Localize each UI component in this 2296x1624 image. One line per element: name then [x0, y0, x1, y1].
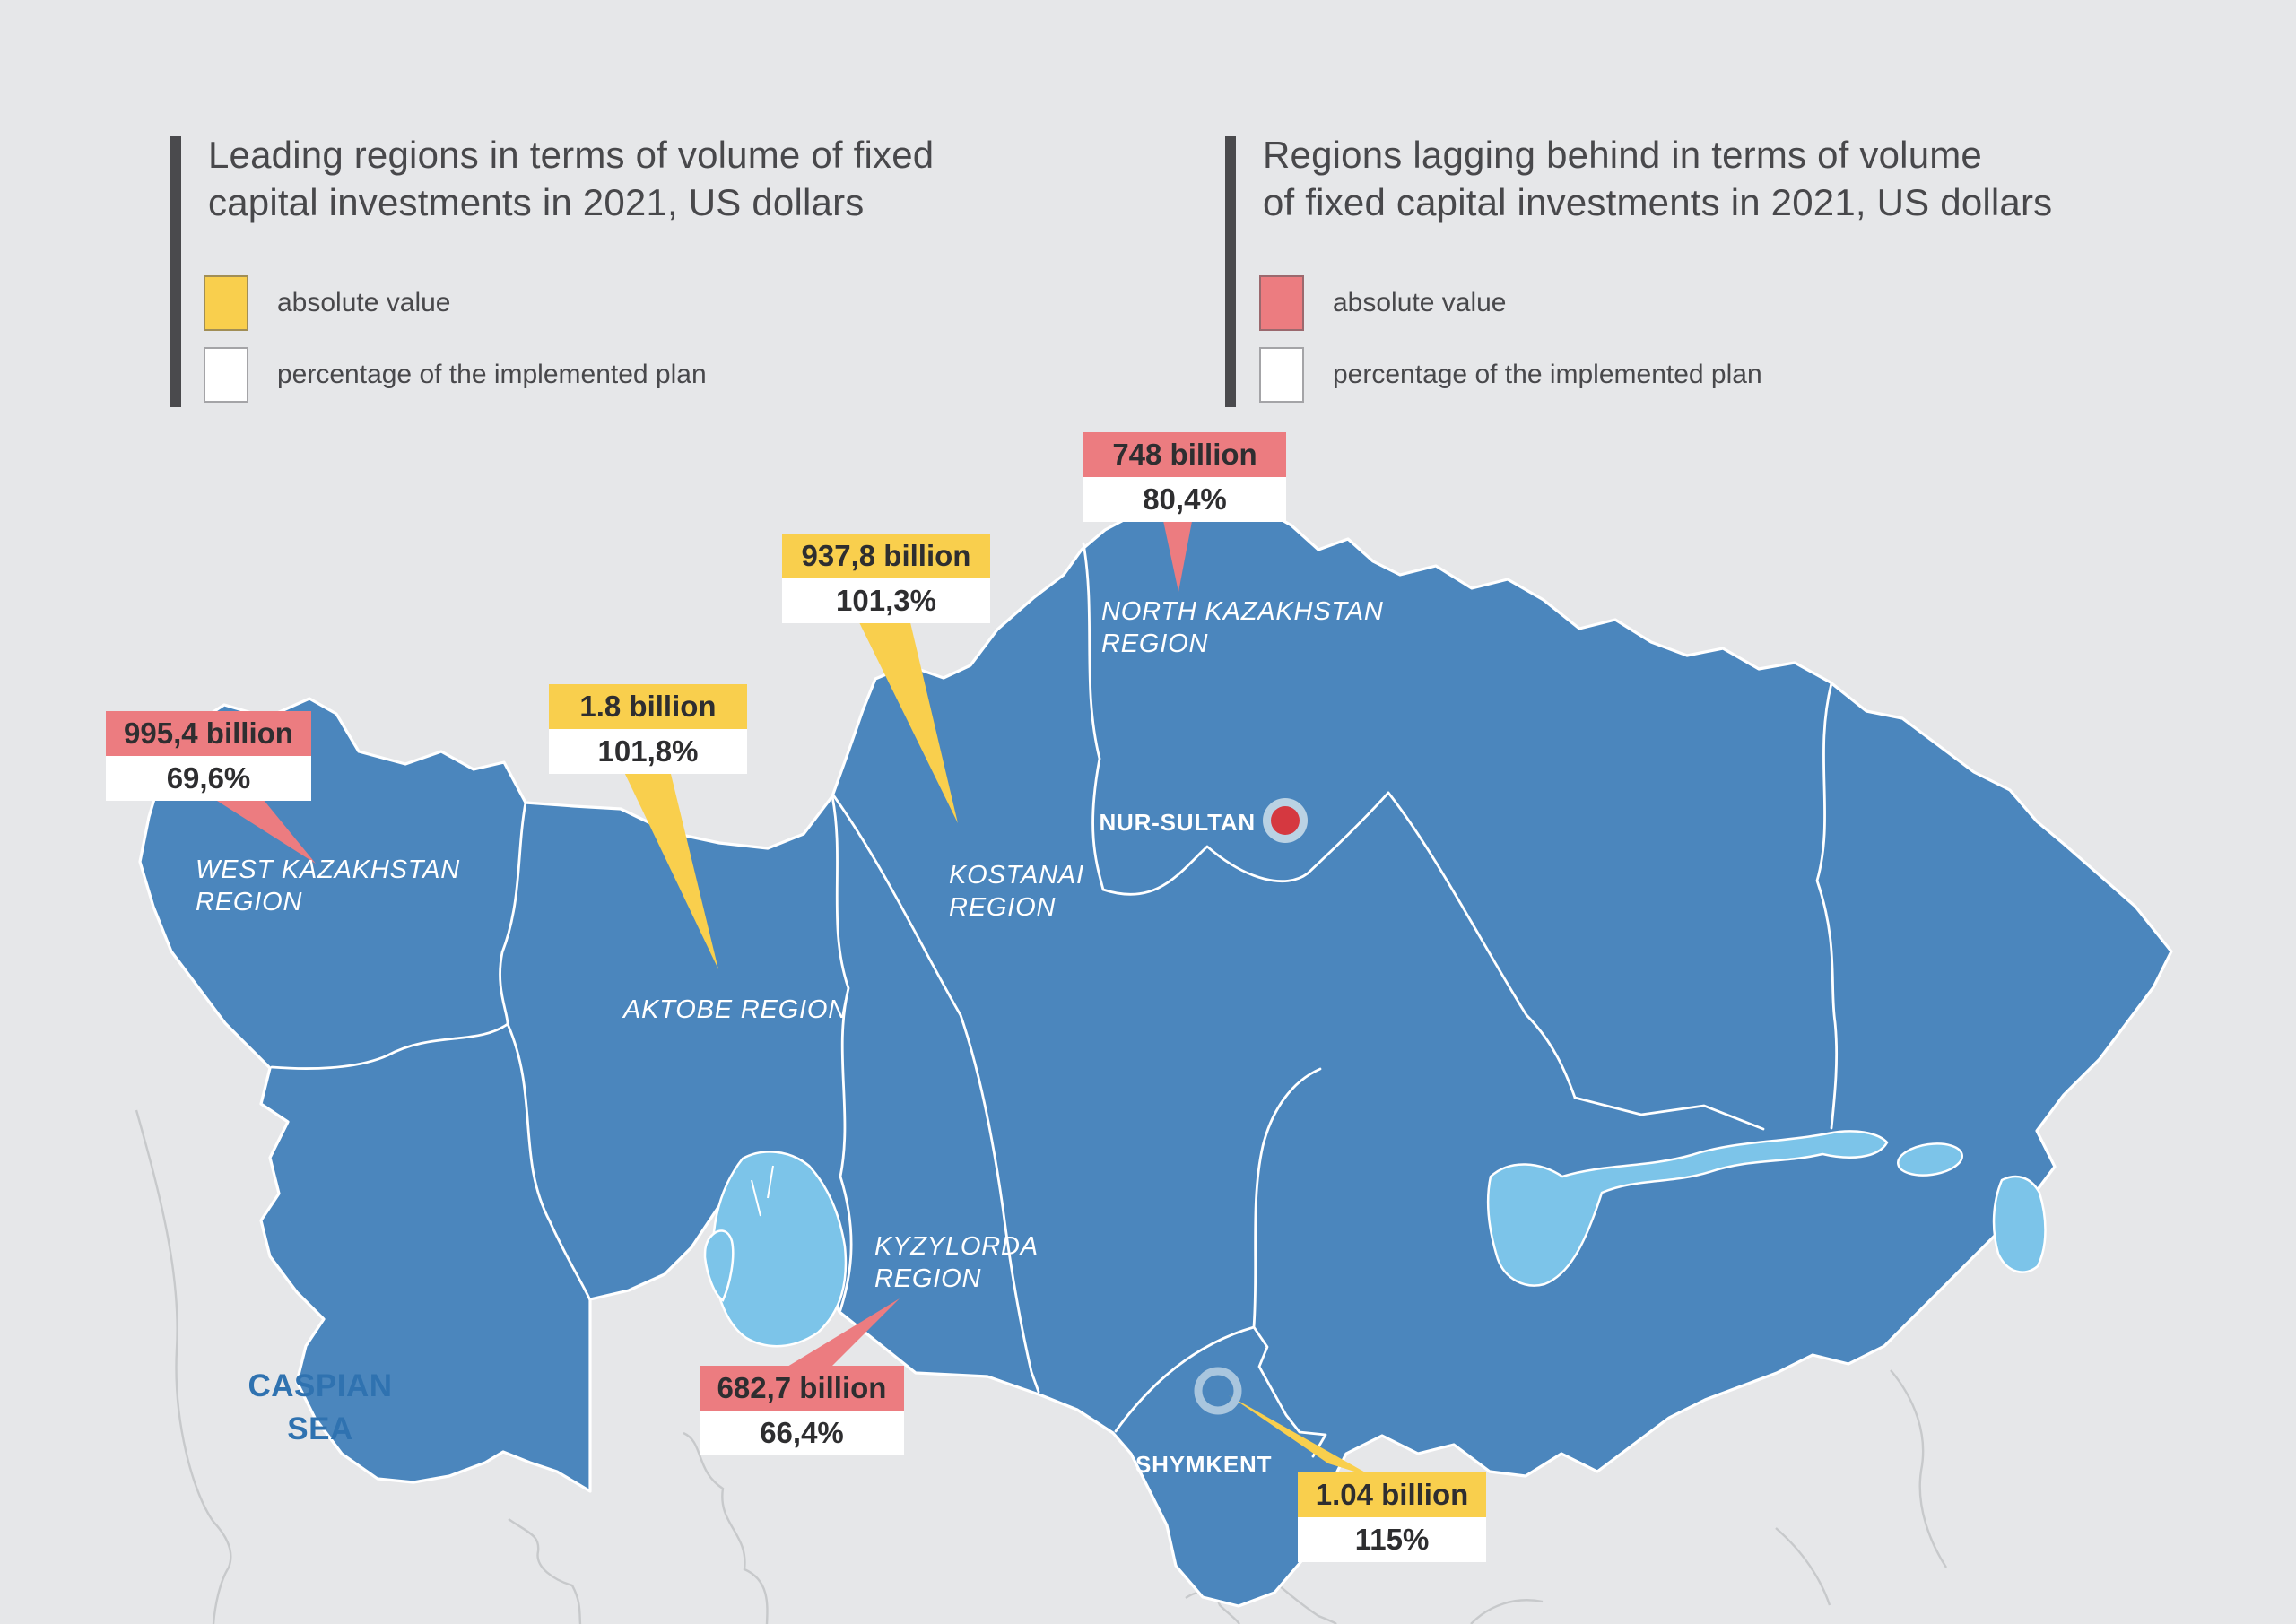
kazakhstan-territory — [138, 497, 2173, 1608]
label-kostanai-region: KOSTANAI REGION — [949, 859, 1084, 924]
pointer-aktobe — [623, 770, 718, 969]
red-swatch — [1259, 275, 1304, 331]
right-legend-absolute: absolute value — [1259, 274, 1506, 332]
callout-value: 1.8 billion — [549, 684, 747, 729]
pointer-kostanai — [857, 619, 958, 823]
region-border-lines — [270, 542, 1839, 1458]
left-legend-absolute: absolute value — [204, 274, 450, 332]
pointer-shymkent — [1229, 1395, 1375, 1478]
label-line: REGION — [874, 1264, 982, 1293]
label-line: NORTH KAZAKHSTAN — [1101, 597, 1384, 626]
callout-value: 1.04 billion — [1298, 1472, 1486, 1517]
legend-label: absolute value — [277, 288, 451, 317]
label-west-kazakhstan-region: WEST KAZAKHSTAN REGION — [196, 854, 460, 918]
callout-aktobe: 1.8 billion 101,8% — [549, 684, 747, 774]
right-legend-percentage: percentage of the implemented plan — [1259, 346, 1762, 404]
callout-percent: 69,6% — [106, 756, 311, 801]
pointer-north-kazakhstan — [1162, 517, 1193, 592]
city-markers — [1194, 798, 1308, 1415]
label-line: REGION — [196, 888, 303, 916]
left-legend-percentage: percentage of the implemented plan — [204, 346, 707, 404]
callout-percent: 66,4% — [700, 1411, 904, 1455]
callout-value: 748 billion — [1083, 432, 1286, 477]
label-nur-sultan: NUR-SULTAN — [1099, 809, 1256, 836]
label-line: KYZYLORDA — [874, 1232, 1039, 1261]
aral-sea-west-lobe — [703, 1229, 735, 1302]
label-line: AKTOBE REGION — [623, 995, 848, 1024]
callout-west-kazakhstan: 995,4 billion 69,6% — [106, 711, 311, 801]
label-north-kazakhstan-region: NORTH KAZAKHSTAN REGION — [1101, 595, 1384, 660]
label-line: SEA — [287, 1411, 353, 1446]
left-title-line2: capital investments in 2021, US dollars — [208, 181, 865, 223]
left-title-line1: Leading regions in terms of volume of fi… — [208, 134, 935, 176]
callout-percent: 101,8% — [549, 729, 747, 774]
right-title: Regions lagging behind in terms of volum… — [1263, 131, 2052, 226]
callout-percent: 115% — [1298, 1517, 1486, 1562]
right-title-line2: of fixed capital investments in 2021, US… — [1263, 181, 2053, 223]
callout-value: 937,8 billion — [782, 534, 990, 578]
label-line: WEST KAZAKHSTAN — [196, 855, 461, 884]
lake-balkhash — [1486, 1130, 1889, 1287]
foreign-border-lines — [135, 1109, 1948, 1624]
pointer-kyzylorda — [783, 1298, 900, 1369]
legend-label: percentage of the implemented plan — [277, 360, 707, 389]
callout-shymkent: 1.04 billion 115% — [1298, 1472, 1486, 1562]
legend-label: absolute value — [1333, 288, 1507, 317]
lake-alakol — [1992, 1175, 2047, 1273]
right-title-bar — [1225, 136, 1236, 407]
nur-sultan-marker-dot — [1271, 806, 1300, 835]
label-line: KOSTANAI — [949, 861, 1084, 890]
label-kyzylorda-region: KYZYLORDA REGION — [874, 1230, 1039, 1295]
left-title-bar — [170, 136, 181, 407]
label-line: REGION — [1101, 630, 1209, 658]
legend-label: percentage of the implemented plan — [1333, 360, 1762, 389]
label-shymkent: SHYMKENT — [1135, 1451, 1273, 1478]
callout-kostanai: 937,8 billion 101,3% — [782, 534, 990, 623]
right-title-line1: Regions lagging behind in terms of volum… — [1263, 134, 1982, 176]
callout-north-kazakhstan: 748 billion 80,4% — [1083, 432, 1286, 522]
pointer-west-kazakhstan — [207, 795, 316, 864]
callout-value: 682,7 billion — [700, 1366, 904, 1411]
left-title: Leading regions in terms of volume of fi… — [208, 131, 934, 226]
label-line: CASPIAN — [248, 1368, 393, 1403]
callout-pointers — [207, 517, 1375, 1478]
white-swatch — [1259, 347, 1304, 403]
label-line: REGION — [949, 893, 1057, 922]
label-caspian-sea: CASPIAN SEA — [222, 1365, 419, 1451]
aral-islands — [751, 1165, 774, 1217]
label-aktobe-region: AKTOBE REGION — [623, 994, 848, 1026]
lakes — [703, 1130, 2047, 1348]
callout-percent: 101,3% — [782, 578, 990, 623]
white-swatch — [204, 347, 248, 403]
shymkent-marker-ring — [1194, 1367, 1242, 1415]
yellow-swatch — [204, 275, 248, 331]
callout-percent: 80,4% — [1083, 477, 1286, 522]
callout-value: 995,4 billion — [106, 711, 311, 756]
callout-kyzylorda: 682,7 billion 66,4% — [700, 1366, 904, 1455]
lake-sasykkol — [1897, 1142, 1963, 1177]
